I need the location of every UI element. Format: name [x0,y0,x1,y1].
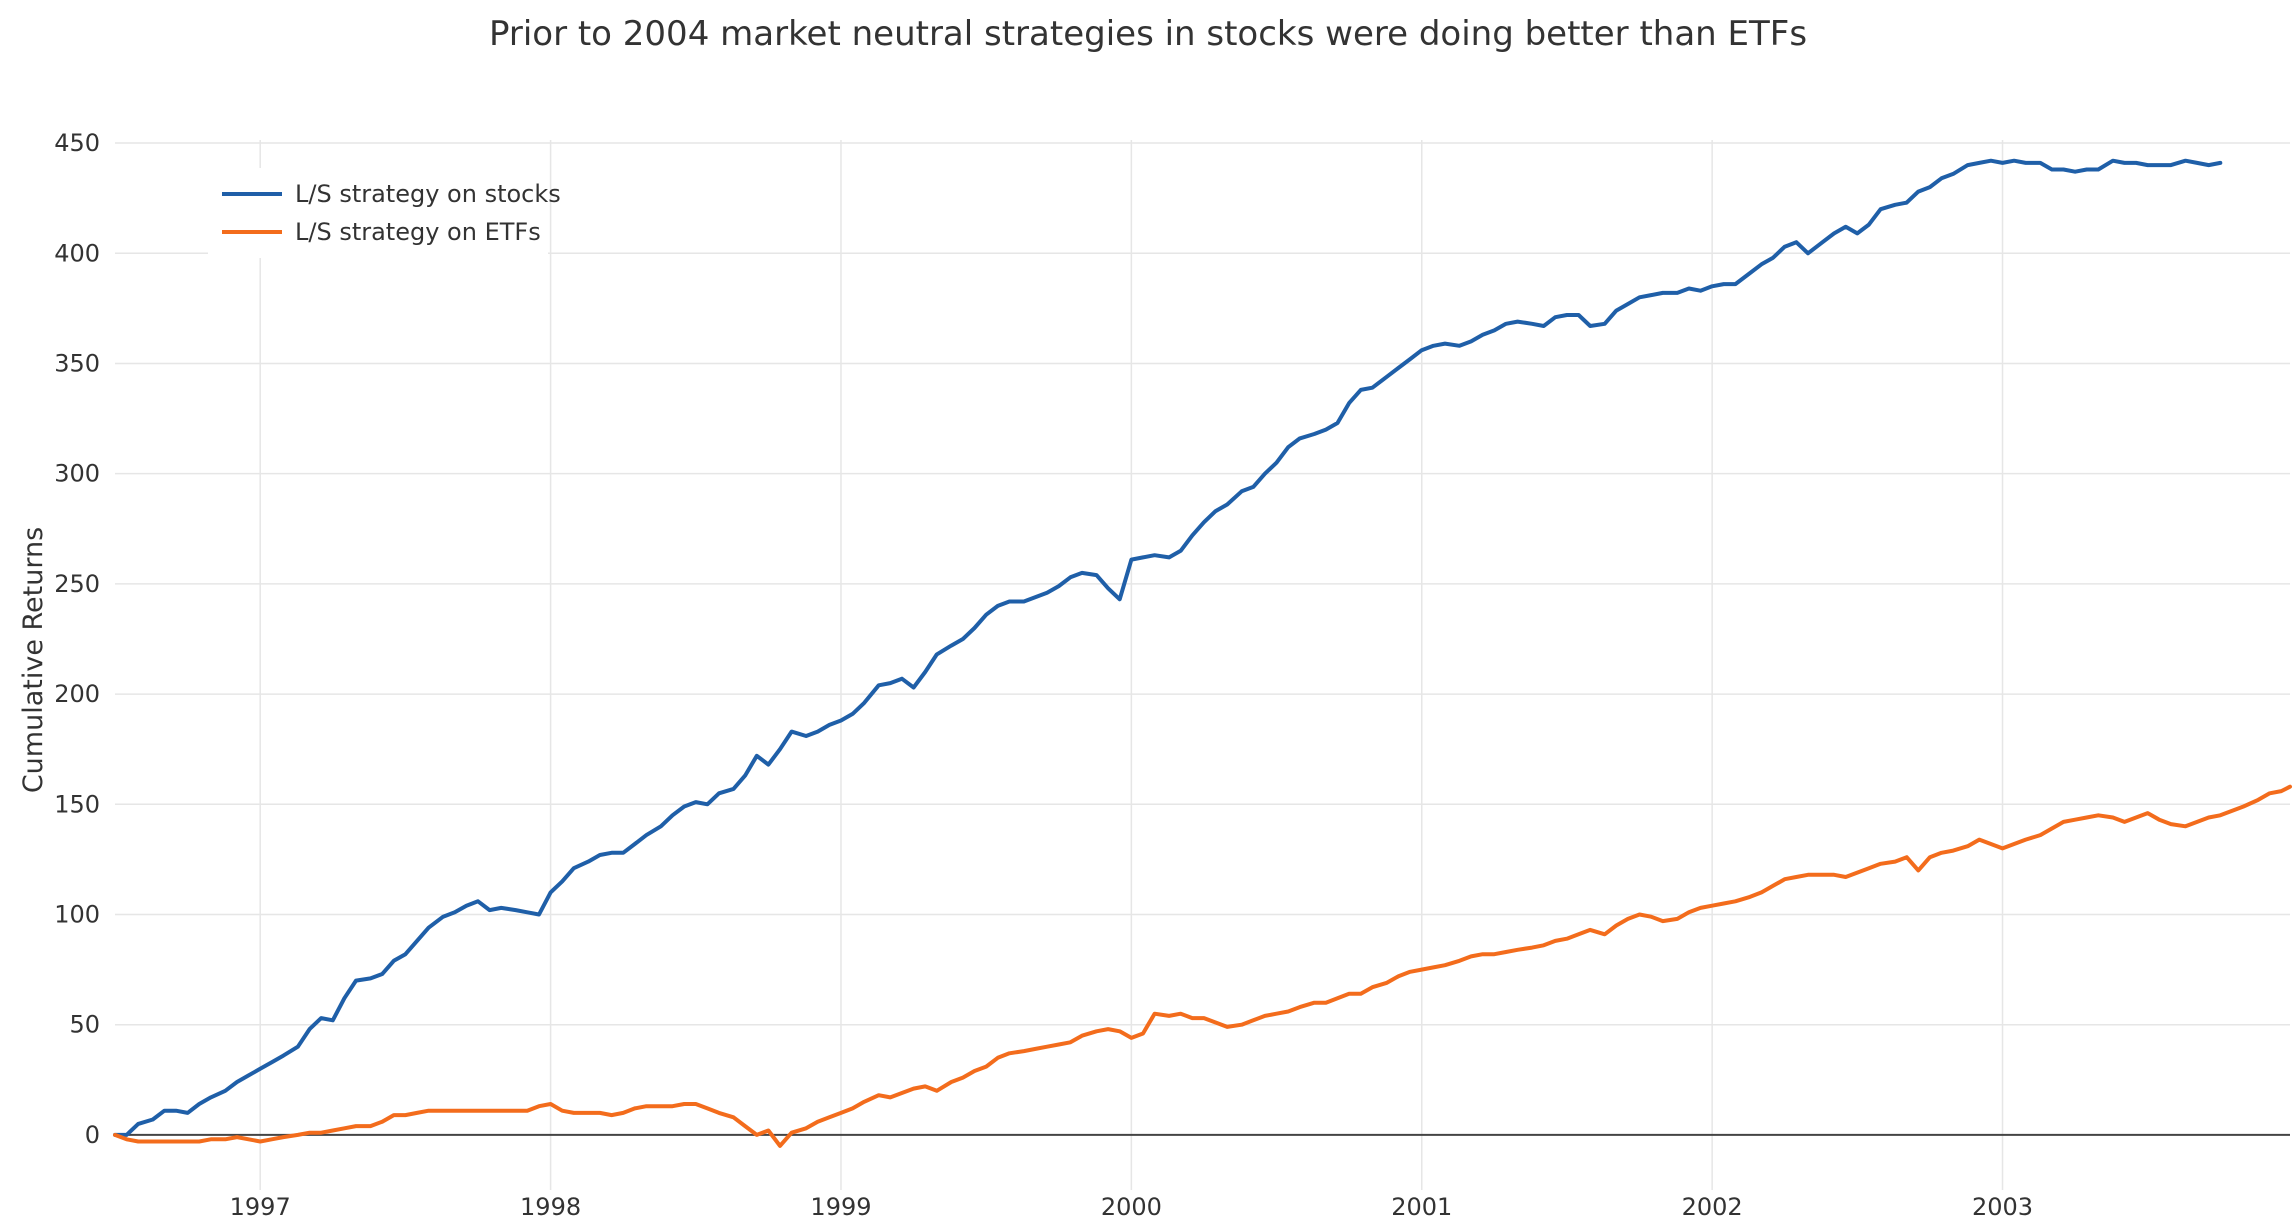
legend-background [208,168,548,258]
series-lines [113,158,2292,1148]
legend-label-stocks: L/S strategy on stocks [295,180,561,208]
y-tick-50: 50 [69,1011,100,1039]
x-tick-2002: 2002 [1682,1193,1743,1221]
legend-label-etfs: L/S strategy on ETFs [295,218,541,246]
series-line-etfs[interactable] [113,784,2292,1148]
y-tick-labels: 0 50 100 150 200 250 300 350 400 450 [54,129,100,1149]
y-tick-400: 400 [54,239,100,267]
x-tick-1997: 1997 [230,1193,291,1221]
horizontal-gridlines [115,142,2290,1136]
series-line-stocks[interactable] [113,158,2223,1137]
x-tick-2001: 2001 [1391,1193,1452,1221]
y-tick-300: 300 [54,460,100,488]
y-tick-100: 100 [54,900,100,928]
x-tick-labels: 1997 1998 1999 2000 2001 2002 2003 [230,1193,2033,1221]
y-tick-0: 0 [85,1121,100,1149]
y-tick-250: 250 [54,570,100,598]
y-axis-label: Cumulative Returns [18,527,49,793]
y-tick-350: 350 [54,349,100,377]
x-tick-1998: 1998 [520,1193,581,1221]
legend[interactable]: L/S strategy on stocks L/S strategy on E… [208,168,561,258]
y-tick-200: 200 [54,680,100,708]
chart-title: Prior to 2004 market neutral strategies … [489,14,1807,54]
y-tick-450: 450 [54,129,100,157]
x-tick-1999: 1999 [810,1193,871,1221]
x-tick-2000: 2000 [1101,1193,1162,1221]
y-tick-150: 150 [54,790,100,818]
vertical-gridlines [259,140,2004,1190]
x-tick-2003: 2003 [1972,1193,2033,1221]
